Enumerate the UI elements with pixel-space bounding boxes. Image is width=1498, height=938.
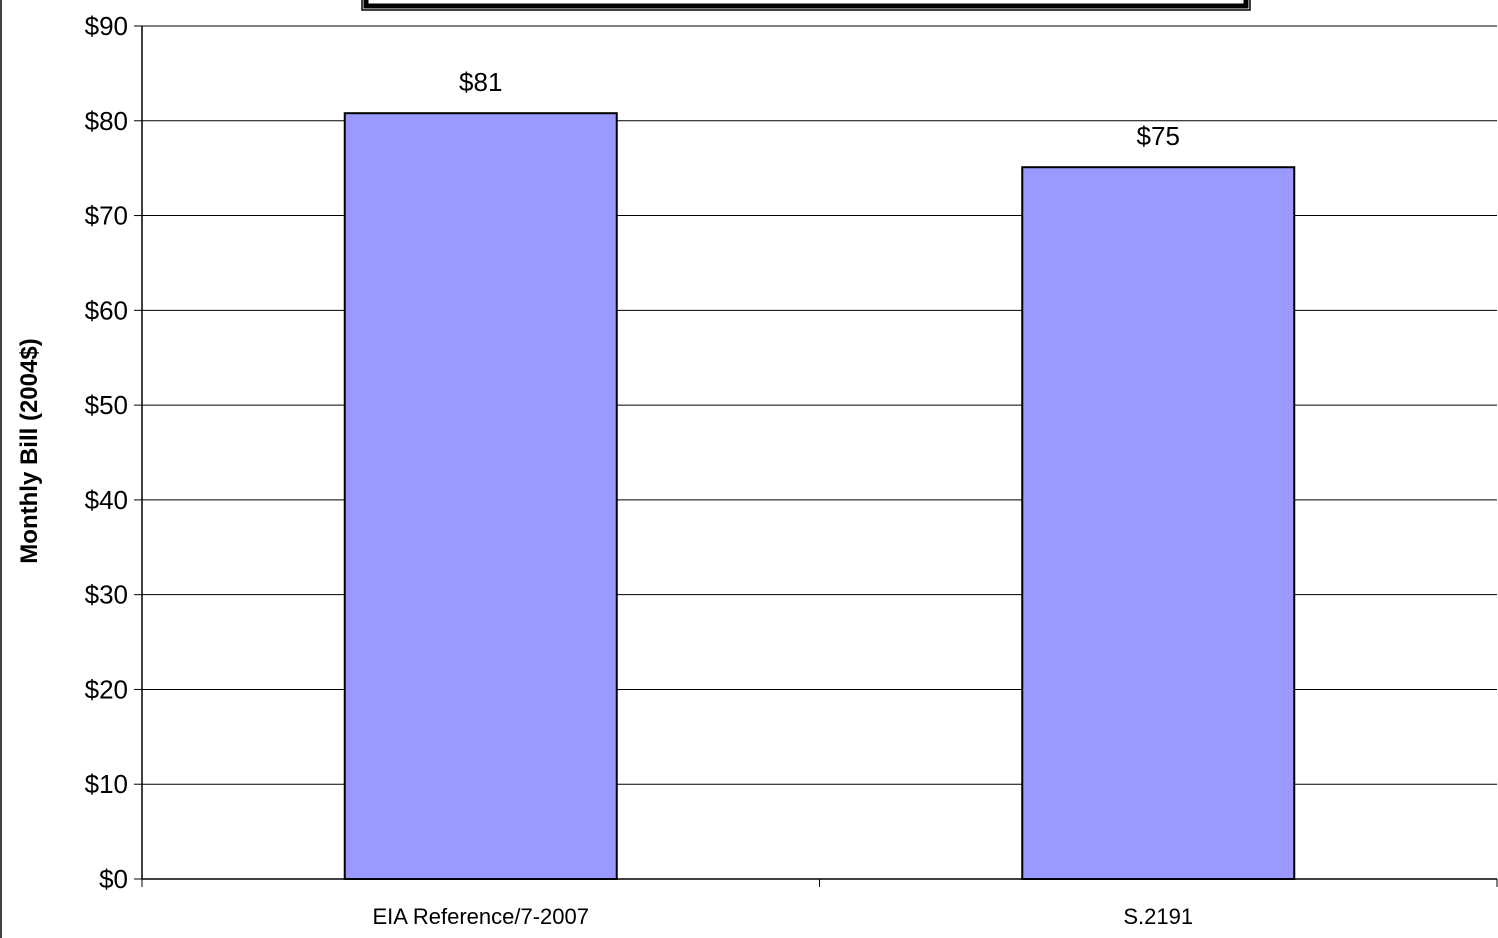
x-tick-label: EIA Reference/7-2007 bbox=[373, 904, 589, 929]
x-tick-labels: EIA Reference/7-2007 S.2191 bbox=[373, 904, 1194, 929]
bars bbox=[343, 112, 1296, 881]
y-tick-label: $10 bbox=[85, 769, 128, 799]
data-label: $75 bbox=[1137, 121, 1180, 151]
y-tick-label: $20 bbox=[85, 674, 128, 704]
axes bbox=[134, 25, 1498, 887]
title-box bbox=[361, 0, 1251, 11]
y-tick-label: $90 bbox=[85, 11, 128, 41]
bar bbox=[343, 112, 618, 880]
y-axis-title: Monthly Bill (2004$) bbox=[16, 338, 43, 563]
data-labels: $81 $75 bbox=[459, 67, 1180, 151]
y-tick-label: $50 bbox=[85, 390, 128, 420]
y-tick-label: $0 bbox=[99, 864, 128, 894]
data-label: $81 bbox=[459, 67, 502, 97]
y-tick-label: $60 bbox=[85, 295, 128, 325]
y-tick-label: $30 bbox=[85, 580, 128, 610]
bar bbox=[1021, 166, 1296, 881]
y-tick-label: $70 bbox=[85, 201, 128, 231]
x-tick-label: S.2191 bbox=[1123, 904, 1193, 929]
y-tick-label: $80 bbox=[85, 106, 128, 136]
y-tick-labels: $0 $10 $20 $30 $40 $50 $60 $70 $80 $90 bbox=[85, 11, 128, 894]
y-tick-label: $40 bbox=[85, 485, 128, 515]
